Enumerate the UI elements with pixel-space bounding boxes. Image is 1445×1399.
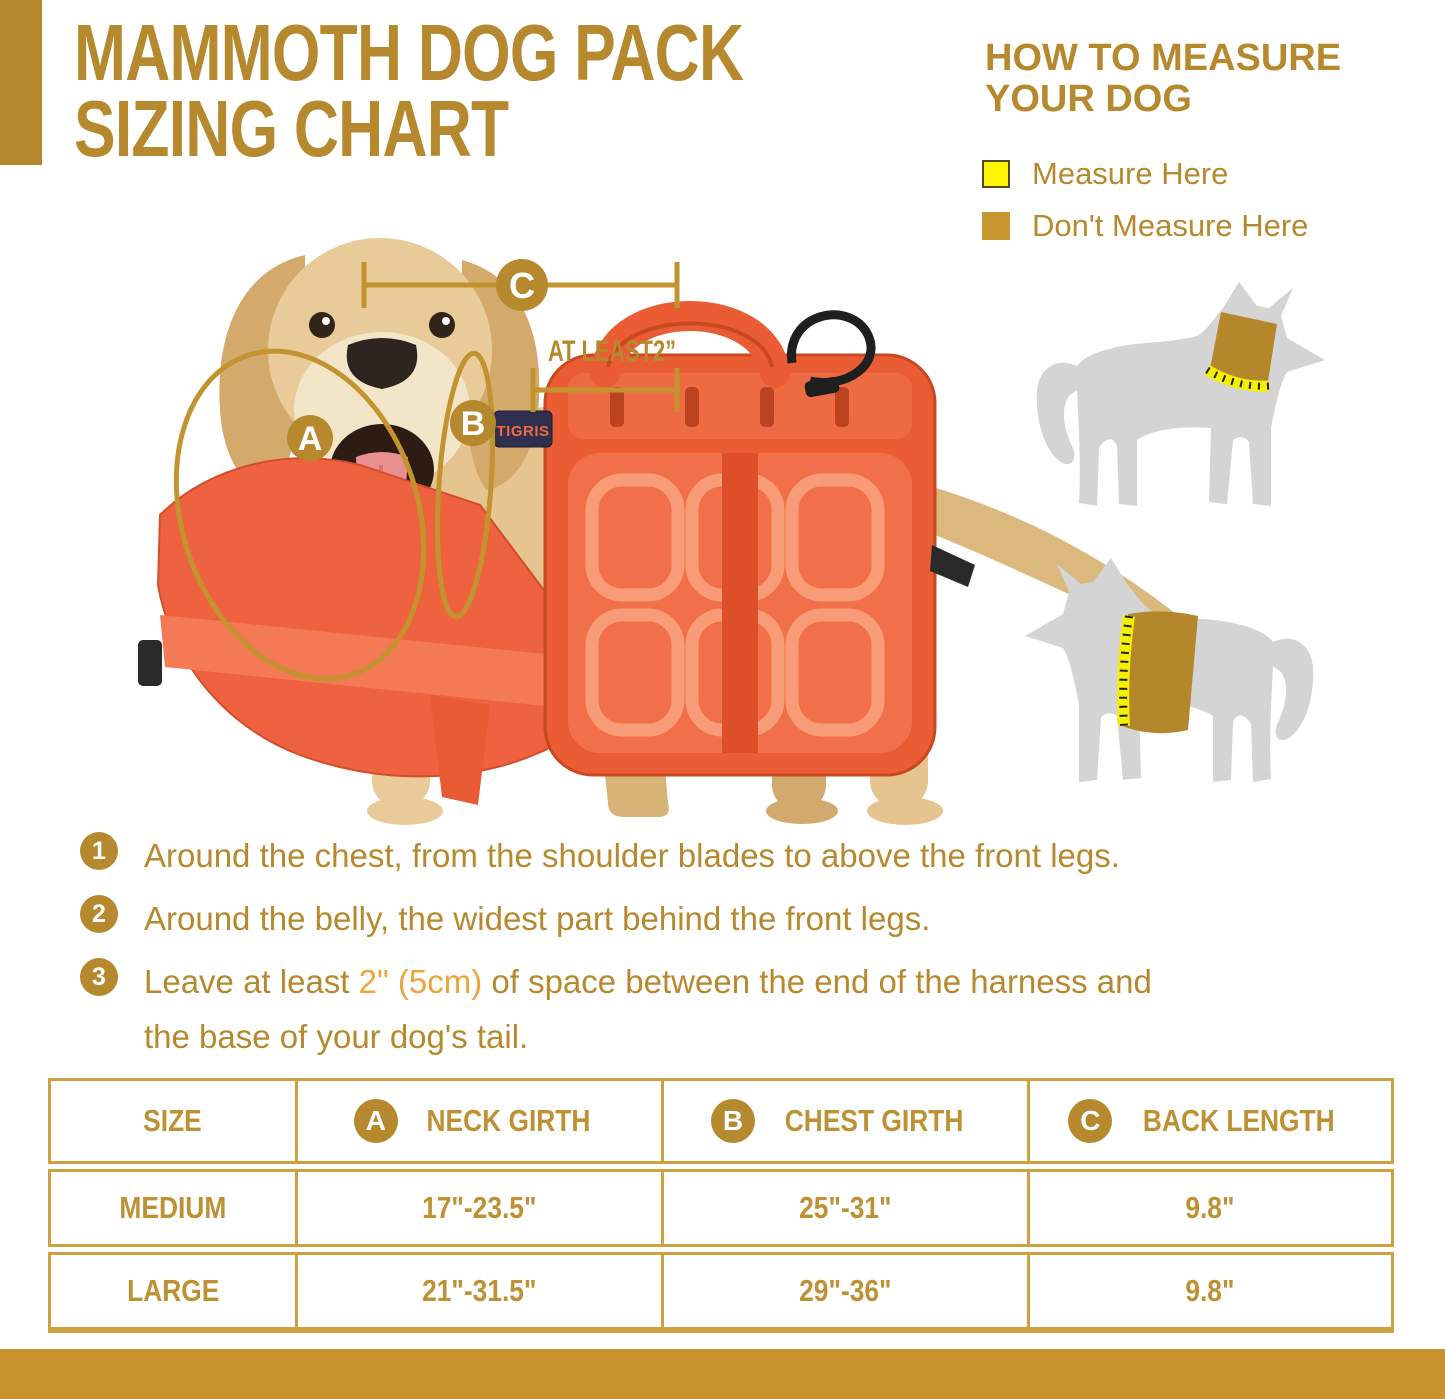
cell-value: LARGE <box>126 1273 220 1308</box>
belly-band <box>1122 611 1198 734</box>
pack-cord-tab <box>804 376 840 398</box>
header-back-length-label: BACK LENGTH <box>1143 1103 1336 1138</box>
pack-handle-shadow <box>606 321 774 368</box>
instruction-3-number: 3 <box>80 958 118 996</box>
measure-tape <box>1204 365 1270 392</box>
howto-heading-line2: YOUR DOG <box>985 78 1192 121</box>
legend-item-dont-measure-here: Don't Measure Here <box>982 208 1308 244</box>
dog-eye-right <box>429 312 455 338</box>
pack-cord-loop <box>787 310 876 387</box>
pack-handle <box>590 301 790 388</box>
medium-size-cell: MEDIUM <box>51 1172 295 1244</box>
medium-chest-cell: 25"-31" <box>660 1172 1027 1244</box>
large-back-cell: 9.8" <box>1026 1255 1391 1327</box>
instruction-3: 3 Leave at least 2" (5cm) of space betwe… <box>80 958 1380 1065</box>
measurement-overlays: A B C AT LEAST2” <box>173 259 680 682</box>
pack-center-strap <box>722 453 758 753</box>
page-title-line1: MAMMOTH DOG PACK <box>74 8 744 98</box>
header-chest-girth: B CHEST GIRTH <box>660 1081 1027 1161</box>
legend-label: Don't Measure Here <box>1032 208 1309 243</box>
table-header-row: SIZE A NECK GIRTH B CHEST GIRTH C BACK L… <box>48 1078 1394 1164</box>
page-title: MAMMOTH DOG PACK SIZING CHART <box>74 8 932 174</box>
legend-item-measure-here: Measure Here <box>982 156 1228 192</box>
instruction-1-number: 1 <box>80 832 118 870</box>
cell-value: 25"-31" <box>798 1190 892 1225</box>
marker-b-label: B <box>461 405 486 443</box>
dog-eye-left <box>309 312 335 338</box>
large-chest-cell: 29"-36" <box>660 1255 1027 1327</box>
cell-value: MEDIUM <box>119 1190 227 1225</box>
brand-patch-text: TIGRIS <box>496 423 549 440</box>
dog-silhouette <box>1036 282 1325 506</box>
instruction-3-highlight: 2" (5cm) <box>358 963 483 1000</box>
dog-nose <box>346 338 418 389</box>
clearance-label: AT LEAST2” <box>548 335 676 368</box>
page-title-line2: SIZING CHART <box>74 84 509 174</box>
pack-chest-panel <box>156 457 556 778</box>
cell-value: 9.8" <box>1185 1190 1235 1225</box>
large-size-cell: LARGE <box>51 1255 295 1327</box>
medium-neck-cell: 17"-23.5" <box>294 1172 661 1244</box>
marker-c-badge: C <box>1068 1099 1113 1143</box>
cell-value: 9.8" <box>1185 1273 1235 1308</box>
header-chest-girth-label: CHEST GIRTH <box>784 1103 964 1138</box>
pack-side-strap <box>930 545 975 587</box>
dont-measure-here-swatch <box>982 212 1010 240</box>
measure-here-swatch <box>982 160 1010 188</box>
clearance-line <box>530 368 680 412</box>
header-size: SIZE <box>51 1081 295 1161</box>
header-neck-girth: A NECK GIRTH <box>294 1081 661 1161</box>
size-table: SIZE A NECK GIRTH B CHEST GIRTH C BACK L… <box>48 1078 1394 1333</box>
instruction-3-post: of space between the end of the harness … <box>144 963 1152 1056</box>
silhouette-belly-measure <box>1025 558 1314 782</box>
cell-value: 17"-23.5" <box>422 1190 537 1225</box>
instruction-1: 1 Around the chest, from the shoulder bl… <box>80 832 1380 883</box>
header-size-label: SIZE <box>143 1103 203 1138</box>
neck-band <box>1209 312 1277 388</box>
instruction-3-text: Leave at least 2" (5cm) of space between… <box>144 954 1152 1065</box>
marker-a-badge: A <box>353 1099 398 1143</box>
title-accent-bar <box>0 0 42 165</box>
bottom-accent-bar <box>0 1349 1445 1399</box>
howto-heading: HOW TO MEASURE YOUR DOG <box>985 37 1342 121</box>
cell-value: 21"-31.5" <box>422 1273 537 1308</box>
eye-glint <box>322 317 330 325</box>
medium-back-cell: 9.8" <box>1026 1172 1391 1244</box>
neck-girth-loop <box>173 348 427 682</box>
marker-b-badge <box>450 400 496 446</box>
large-neck-cell: 21"-31.5" <box>294 1255 661 1327</box>
molle-slits <box>610 387 849 427</box>
dog-paw <box>867 797 943 825</box>
marker-c-badge <box>496 259 548 311</box>
instruction-1-text: Around the chest, from the shoulder blad… <box>144 837 1120 874</box>
marker-c-label: C <box>509 265 535 306</box>
instruction-2: 2 Around the belly, the widest part behi… <box>80 895 1380 946</box>
instruction-2-text: Around the belly, the widest part behind… <box>144 900 931 937</box>
legend-label: Measure Here <box>1032 156 1229 191</box>
table-row-large: LARGE 21"-31.5" 29"-36" 9.8" <box>48 1252 1394 1333</box>
dog-paw <box>367 797 443 825</box>
marker-a-badge <box>287 415 333 461</box>
pack-girth-strap-end <box>430 695 490 805</box>
silhouette-neck-measure <box>1036 282 1325 506</box>
dog-measurement-figure: TIGRIS A B C AT LEAST2” <box>138 238 1187 825</box>
howto-heading-line1: HOW TO MEASURE <box>985 37 1342 79</box>
measure-tape-ticks <box>1119 615 1133 727</box>
marker-a-label: A <box>298 420 323 458</box>
instruction-3-pre: Leave at least <box>144 963 359 1000</box>
pack-buckle <box>138 640 162 686</box>
marker-b-badge: B <box>711 1099 756 1143</box>
eye-glint <box>442 317 450 325</box>
pack-chest-strap <box>160 615 555 707</box>
instruction-2-number: 2 <box>80 895 118 933</box>
table-row-medium: MEDIUM 17"-23.5" 25"-31" 9.8" <box>48 1169 1394 1247</box>
dog-paw <box>766 798 838 824</box>
header-back-length: C BACK LENGTH <box>1026 1081 1391 1161</box>
chest-girth-loop <box>434 350 496 620</box>
dog-pack: TIGRIS <box>138 301 975 805</box>
header-neck-girth-label: NECK GIRTH <box>426 1103 591 1138</box>
cell-value: 29"-36" <box>798 1273 892 1308</box>
